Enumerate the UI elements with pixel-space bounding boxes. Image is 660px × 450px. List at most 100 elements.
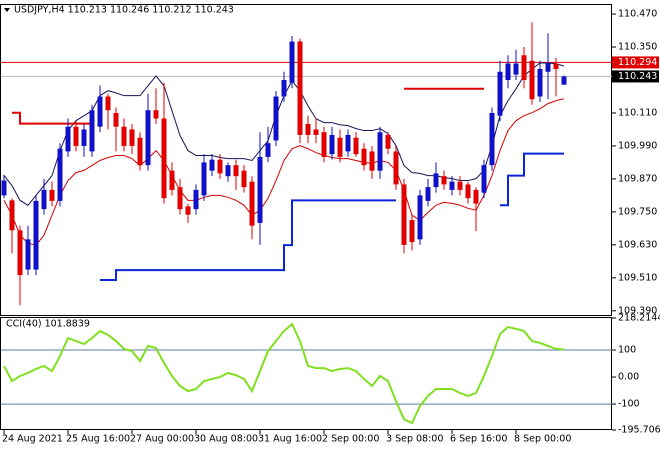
candle-body bbox=[113, 112, 119, 127]
x-tick-label: 3 Sep 08:00 bbox=[386, 434, 443, 445]
y-tick-label: 100 bbox=[618, 344, 636, 355]
candle-body bbox=[185, 206, 191, 215]
candle-body bbox=[169, 170, 175, 190]
candle-body bbox=[377, 132, 383, 171]
candle-body bbox=[329, 134, 335, 155]
y-tick-label: 109.630 bbox=[618, 239, 657, 250]
candle-body bbox=[401, 184, 407, 245]
indicator-line bbox=[12, 87, 484, 125]
candle-body bbox=[425, 187, 431, 201]
candle-body bbox=[529, 60, 535, 100]
price-label: 110.243 bbox=[618, 71, 657, 82]
candle-body bbox=[409, 220, 415, 243]
candle-body bbox=[273, 96, 279, 141]
candle-body bbox=[249, 181, 255, 226]
candle-body bbox=[513, 63, 519, 75]
candle-body bbox=[553, 63, 559, 70]
cci-line bbox=[3, 322, 565, 425]
candle-body bbox=[177, 187, 183, 210]
candle-body bbox=[561, 76, 567, 85]
candle-body bbox=[289, 41, 295, 83]
candle-body bbox=[337, 137, 343, 157]
candle-body bbox=[361, 148, 367, 166]
candle-body bbox=[65, 126, 71, 152]
y-tick-label: -100 bbox=[618, 399, 640, 410]
candle-body bbox=[393, 151, 399, 185]
candle-body bbox=[441, 176, 447, 185]
y-tick-label: 109.750 bbox=[618, 206, 657, 217]
candle-body bbox=[497, 71, 503, 116]
x-tick-label: 24 Aug 2021 bbox=[2, 434, 63, 445]
candle-body bbox=[193, 189, 199, 210]
candle-body bbox=[297, 41, 303, 135]
candle-body bbox=[481, 165, 487, 193]
candle-body bbox=[305, 123, 311, 135]
candle-body bbox=[1, 180, 7, 196]
candle-body bbox=[25, 239, 31, 270]
y-tick-label: 110.470 bbox=[618, 9, 657, 20]
candle-body bbox=[209, 159, 215, 171]
candle-body bbox=[265, 143, 271, 157]
candle-body bbox=[433, 173, 439, 188]
candle-body bbox=[545, 63, 551, 72]
plot-layer: 110.470110.350110.230110.110109.990109.8… bbox=[1, 9, 660, 445]
x-tick-label: 8 Sep 00:00 bbox=[514, 434, 571, 445]
candle-body bbox=[465, 184, 471, 199]
candle-body bbox=[17, 230, 23, 276]
candle-body bbox=[49, 189, 55, 201]
candle-body bbox=[9, 200, 15, 231]
title-arrow bbox=[4, 8, 10, 12]
candle-body bbox=[505, 63, 511, 81]
candle-body bbox=[241, 170, 247, 188]
y-tick-label: 109.990 bbox=[618, 140, 657, 151]
y-tick-label: 110.110 bbox=[618, 107, 657, 118]
y-tick-label: 110.350 bbox=[618, 42, 657, 53]
candle-body bbox=[281, 80, 287, 97]
candle-body bbox=[97, 96, 103, 127]
y-tick-label: 0.00 bbox=[618, 372, 639, 383]
candle-body bbox=[457, 181, 463, 190]
candle-body bbox=[161, 118, 167, 199]
candle-body bbox=[129, 129, 135, 146]
price-label-box bbox=[612, 56, 659, 69]
candle-body bbox=[489, 112, 495, 166]
x-tick-label: 30 Aug 08:00 bbox=[194, 434, 258, 445]
indicator-line bbox=[3, 98, 565, 246]
candle-body bbox=[369, 151, 375, 171]
x-tick-label: 25 Aug 16:00 bbox=[66, 434, 130, 445]
x-tick-label: 31 Aug 16:00 bbox=[258, 434, 322, 445]
candle-body bbox=[449, 181, 455, 190]
indicator-title: CCI(40) 101.8839 bbox=[6, 319, 90, 330]
candle-body bbox=[57, 148, 63, 201]
price-label: 110.294 bbox=[618, 57, 657, 68]
y-tick-label: 109.510 bbox=[618, 272, 657, 283]
candle-body bbox=[233, 165, 239, 177]
candle-body bbox=[145, 110, 151, 166]
x-tick-label: 2 Sep 00:00 bbox=[322, 434, 379, 445]
y-tick-label: 109.870 bbox=[618, 173, 657, 184]
candle-body bbox=[217, 159, 223, 174]
candle-body bbox=[353, 137, 359, 155]
candle-body bbox=[137, 137, 143, 166]
y-tick-label: -195.7063 bbox=[618, 425, 660, 436]
price-label-box bbox=[612, 70, 659, 83]
candle-body bbox=[105, 96, 111, 111]
candle-body bbox=[385, 134, 391, 149]
candle-body bbox=[345, 134, 351, 152]
chart-title: USDJPY,H4 110.213 110.246 110.212 110.24… bbox=[14, 5, 234, 16]
candle-body bbox=[121, 126, 127, 146]
price-panel-frame bbox=[0, 4, 612, 316]
candle-body bbox=[417, 195, 423, 240]
x-tick-label: 6 Sep 16:00 bbox=[450, 434, 507, 445]
candle-body bbox=[321, 132, 327, 157]
indicator-line bbox=[100, 152, 564, 282]
candle-body bbox=[201, 162, 207, 196]
candle-body bbox=[473, 189, 479, 204]
candle-body bbox=[257, 156, 263, 223]
candle-body bbox=[33, 200, 39, 270]
y-tick-label: 109.390 bbox=[618, 305, 657, 316]
x-tick-label: 27 Aug 00:00 bbox=[130, 434, 194, 445]
candle-body bbox=[153, 110, 159, 119]
